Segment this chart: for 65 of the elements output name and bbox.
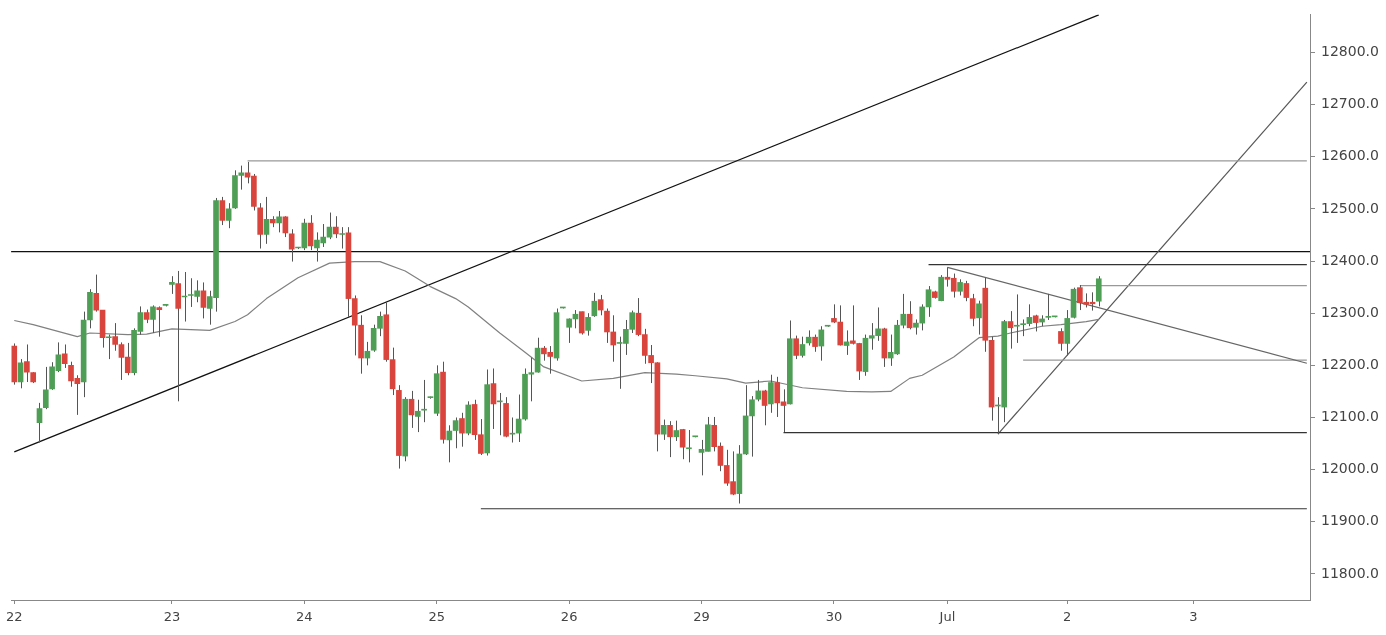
x-tick-label: 22 [6, 609, 23, 625]
y-tick-label: 12300.0 [1321, 303, 1379, 320]
x-tick-label: 29 [693, 609, 710, 625]
candlestick [61, 343, 68, 369]
candlestick [509, 416, 516, 444]
candlestick [578, 311, 585, 336]
candlestick [667, 420, 673, 458]
x-tick-label: 3 [1189, 609, 1198, 625]
candlestick [799, 336, 806, 359]
y-tick-label: 12200.0 [1321, 355, 1379, 372]
y-tick-label: 12800.0 [1321, 43, 1379, 60]
candlestick [106, 334, 112, 360]
candlestick [610, 314, 617, 363]
x-tick-label: 25 [428, 609, 445, 625]
y-tick-label: 12600.0 [1321, 147, 1379, 164]
y-tick-label: 12400.0 [1321, 251, 1379, 268]
candlestick [276, 210, 282, 233]
x-tick-label: 24 [296, 609, 313, 625]
candlestick [660, 419, 667, 441]
candlestick [604, 308, 610, 344]
y-tick-label: 11800.0 [1321, 564, 1379, 581]
y-tick-label: 12100.0 [1321, 408, 1379, 425]
candlestick [36, 402, 43, 444]
x-tick-label: Jul [938, 609, 956, 625]
candlestick [768, 374, 774, 414]
candlestick [686, 429, 692, 463]
candlestick [1013, 293, 1020, 344]
x-tick-label: 23 [163, 609, 181, 625]
candlestick [200, 281, 207, 319]
y-tick-label: 12000.0 [1321, 460, 1379, 477]
x-tick-label: 26 [560, 609, 578, 625]
candlestick [339, 226, 345, 250]
candlestick [24, 343, 30, 383]
candlestick [1007, 310, 1014, 350]
x-tick-label: 30 [825, 609, 843, 625]
candlestick [515, 394, 522, 443]
candlestick [150, 304, 156, 334]
candlestick [837, 304, 844, 347]
candlestick [969, 293, 976, 327]
candlestick [679, 428, 686, 460]
x-tick-label: 2 [1063, 609, 1072, 625]
candlestick [976, 300, 982, 336]
candlestick [585, 312, 591, 337]
candlestick [93, 274, 100, 313]
candlestick [919, 303, 926, 331]
candlestick [1095, 275, 1102, 307]
candlestick [219, 196, 226, 226]
y-tick-label: 12500.0 [1321, 199, 1379, 216]
candlestick [333, 215, 339, 239]
candlestick [1058, 327, 1064, 352]
y-tick-label: 12700.0 [1321, 95, 1379, 112]
candlestick [414, 399, 421, 433]
candlestick [673, 420, 680, 442]
candlestick [831, 303, 837, 324]
candlestick [793, 335, 799, 360]
candlestick [288, 228, 295, 263]
candlestick [263, 196, 270, 245]
candlestick [452, 416, 459, 449]
candlestick [566, 317, 572, 344]
y-tick-label: 11900.0 [1321, 512, 1379, 529]
candlestick [156, 305, 163, 338]
candlestick [963, 280, 970, 302]
candlestick [421, 379, 427, 423]
candlestick [42, 366, 49, 410]
candlestick [459, 412, 465, 448]
